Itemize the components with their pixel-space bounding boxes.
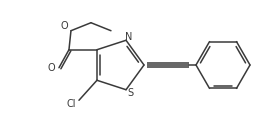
Text: N: N — [125, 32, 133, 42]
Text: Cl: Cl — [66, 99, 76, 109]
Text: O: O — [47, 63, 55, 73]
Text: O: O — [60, 21, 68, 31]
Text: S: S — [127, 88, 133, 98]
